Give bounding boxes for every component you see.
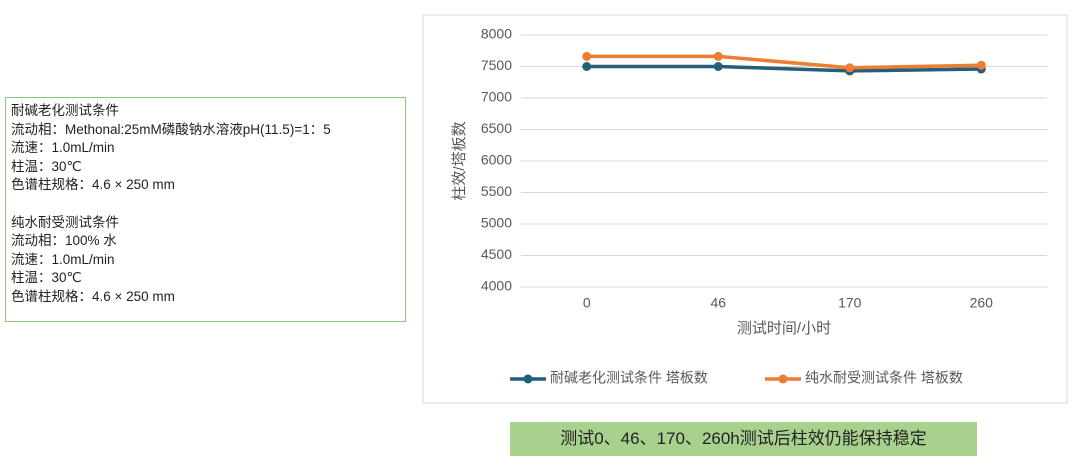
condition-line: 流速：1.0mL/min [11, 140, 115, 156]
y-tick-label: 4000 [481, 278, 512, 294]
y-tick-label: 5500 [481, 183, 512, 199]
caption: 测试0、46、170、260h测试后柱效仍能保持稳定 [510, 422, 977, 456]
condition-line: 色谱柱规格：4.6 × 250 mm [11, 288, 175, 304]
condition-group: 耐碱老化测试条件流动相：Methonal:25mM磷酸钠水溶液pH(11.5)=… [11, 102, 400, 195]
y-tick-label: 6500 [481, 120, 512, 136]
legend-label: 耐碱老化测试条件 塔板数 [550, 370, 708, 386]
x-axis-title: 测试时间/小时 [737, 320, 831, 337]
y-tick-label: 6000 [481, 152, 512, 168]
point [582, 62, 592, 71]
legend-marker [778, 374, 788, 384]
series-line [586, 54, 982, 70]
y-tick-label: 4500 [481, 246, 512, 262]
point [713, 62, 723, 71]
condition-line: 耐碱老化测试条件 [11, 103, 119, 118]
condition-line: 流速：1.0mL/min [11, 251, 115, 267]
legend-label: 纯水耐受测试条件 塔板数 [805, 370, 963, 386]
condition-line: 纯水耐受测试条件 [11, 214, 119, 230]
y-tick-label: 7500 [481, 57, 512, 73]
condition-line: 柱温：30℃ [11, 158, 82, 174]
point [976, 60, 986, 70]
x-tick-label: 0 [583, 295, 591, 311]
x-tick-label: 260 [970, 295, 994, 311]
y-axis-title: 柱效/塔板数 [450, 121, 468, 200]
legend-marker [523, 374, 533, 384]
series-line [586, 64, 982, 73]
condition-line: 流动相：100% 水 [11, 233, 117, 249]
chart-frame [422, 14, 1068, 404]
condition-line: 柱温：30℃ [11, 270, 82, 286]
point [845, 63, 855, 73]
point [713, 51, 723, 61]
y-tick-label: 8000 [481, 26, 512, 42]
condition-line: 流动相：Methonal:25mM磷酸钠水溶液pH(11.5)=1：5 [11, 121, 331, 137]
y-tick-label: 7000 [481, 89, 512, 105]
conditions-box: 耐碱老化测试条件流动相：Methonal:25mM磷酸钠水溶液pH(11.5)=… [5, 97, 406, 322]
y-tick-label: 5000 [481, 215, 512, 231]
x-tick-label: 46 [710, 295, 726, 311]
point [582, 51, 592, 61]
condition-line: 色谱柱规格：4.6 × 250 mm [11, 177, 175, 193]
condition-group: 纯水耐受测试条件 流动相：100% 水流速：1.0mL/min 柱温：30℃ 色谱柱规… [11, 214, 400, 307]
x-tick-label: 170 [838, 295, 862, 311]
